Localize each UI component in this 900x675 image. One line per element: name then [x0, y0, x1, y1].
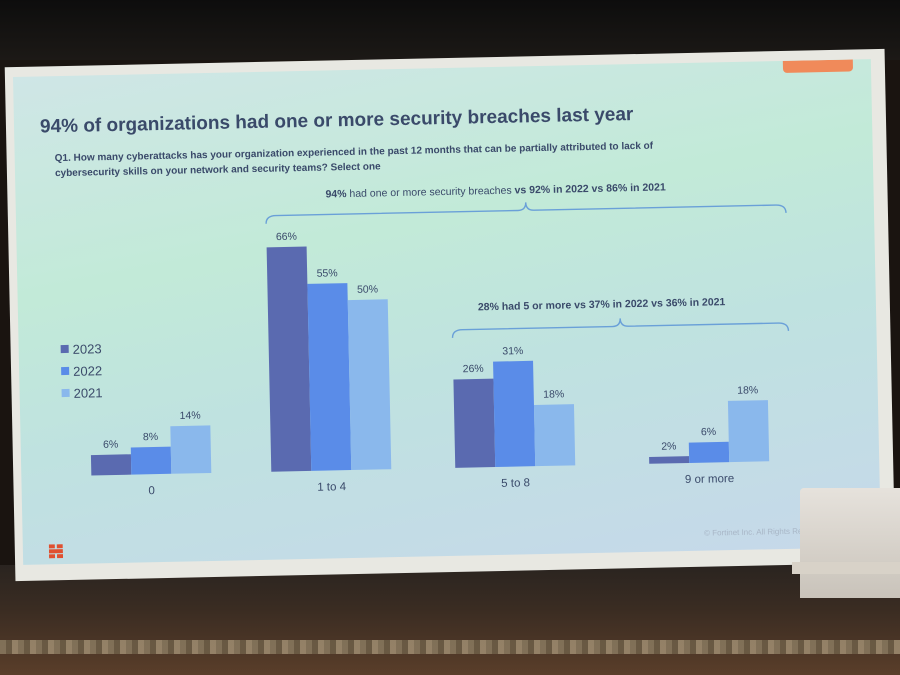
data-label-1-to-4-2021: 50% — [357, 283, 378, 295]
data-label-1-to-4-2022: 55% — [317, 267, 338, 279]
wall-trim — [0, 640, 900, 654]
data-label-5-to-8-2021: 18% — [543, 388, 564, 400]
bar-5-to-8-2022 — [493, 360, 536, 468]
data-label-9-or-more-2021: 18% — [737, 384, 758, 396]
data-label-0-2021: 14% — [179, 410, 200, 422]
x-tick-label-1-to-4: 1 to 4 — [317, 481, 347, 494]
bar-9-or-more-2021 — [727, 400, 770, 463]
data-label-1-to-4-2023: 66% — [276, 231, 297, 243]
data-label-9-or-more-2023: 2% — [661, 440, 676, 452]
data-label-5-to-8-2022: 31% — [502, 345, 523, 357]
data-label-0-2022: 8% — [143, 431, 158, 443]
podium-top — [792, 562, 900, 574]
bar-1-to-4-2021 — [347, 299, 392, 471]
room-wall — [0, 565, 900, 675]
room-ceiling — [0, 0, 900, 60]
presentation-slide: 94% of organizations had one or more sec… — [12, 59, 882, 565]
podium-lectern — [800, 488, 900, 598]
fortinet-logo-icon — [48, 544, 64, 559]
bar-9-or-more-2022 — [688, 441, 730, 463]
bar-5-to-8-2023 — [453, 378, 496, 468]
x-tick-label-0: 0 — [148, 485, 155, 497]
x-tick-label-5-to-8: 5 to 8 — [501, 477, 530, 490]
bar-1-to-4-2023 — [266, 246, 312, 472]
data-label-5-to-8-2023: 26% — [463, 363, 484, 375]
data-label-0-2023: 6% — [103, 439, 118, 451]
bar-1-to-4-2022 — [307, 283, 352, 471]
brace-five-or-more — [451, 318, 790, 338]
bar-9-or-more-2023 — [649, 456, 690, 464]
brace-one-or-more — [265, 202, 787, 224]
bar-chart: 6% 8% 14% 0 66% 55% 50% 1 to 4 26% 31% 18% 5 to 8 2%… — [90, 202, 790, 497]
bar-0-2022 — [130, 446, 172, 475]
bar-5-to-8-2021 — [533, 404, 576, 467]
data-label-9-or-more-2022: 6% — [701, 426, 716, 438]
bar-0-2021 — [170, 425, 212, 474]
bar-0-2023 — [90, 454, 132, 476]
x-tick-label-9-or-more: 9 or more — [685, 473, 734, 486]
